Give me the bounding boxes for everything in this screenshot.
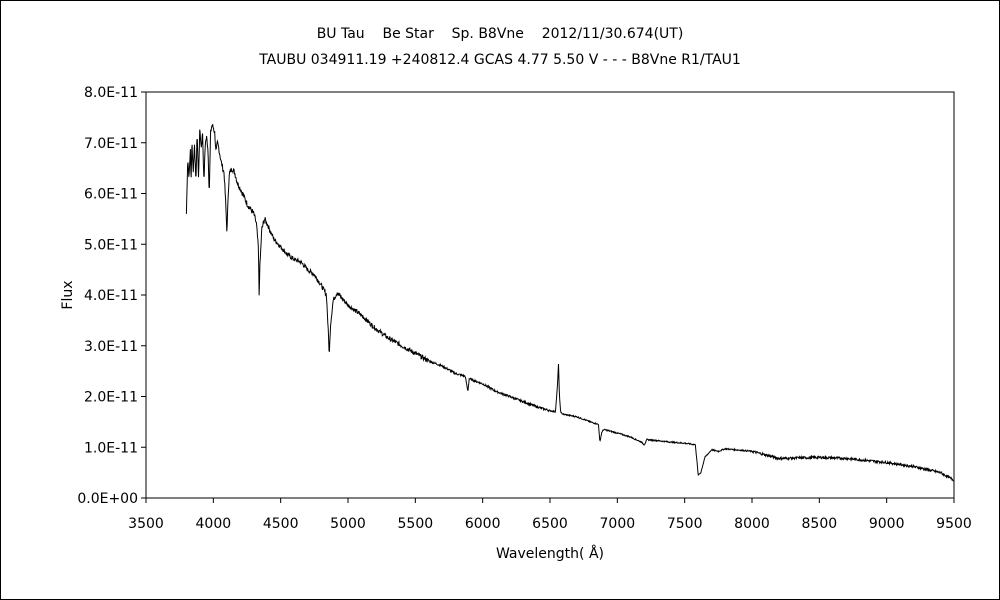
y-tick-label: 8.0E-11 xyxy=(84,85,138,101)
y-tick-label: 1.0E-11 xyxy=(84,440,138,456)
x-axis-label: Wavelength( Å) xyxy=(496,545,604,562)
x-tick-label: 8000 xyxy=(734,516,770,532)
x-tick-label: 5500 xyxy=(398,516,434,532)
y-axis-label: Flux xyxy=(60,280,76,309)
x-tick-label: 7500 xyxy=(667,516,703,532)
plot-area xyxy=(145,91,955,499)
x-tick-label: 4000 xyxy=(196,516,232,532)
x-tick-label: 6500 xyxy=(532,516,568,532)
y-tick-label: 3.0E-11 xyxy=(84,339,138,355)
x-tick-label: 3500 xyxy=(128,516,164,532)
y-tick-label: 2.0E-11 xyxy=(84,390,138,406)
x-tick-label: 7000 xyxy=(600,516,636,532)
x-tick-label: 9500 xyxy=(936,516,972,532)
flux-series-line xyxy=(185,124,955,482)
y-axis: 0.0E+00 1.0E-11 2.0E-11 3.0E-11 4.0E-11 5.0E-… xyxy=(77,85,146,507)
x-tick-label: 6000 xyxy=(465,516,501,532)
x-axis: 3500 4000 4500 5000 5500 6000 6500 7000 7500 8000… xyxy=(128,498,972,532)
x-tick-label: 8500 xyxy=(802,516,838,532)
x-tick-label: 4500 xyxy=(263,516,299,532)
chart-subtitle: TAUBU 034911.19 +240812.4 GCAS 4.77 5.50… xyxy=(259,52,741,68)
x-tick-label: 5000 xyxy=(330,516,366,532)
y-tick-label: 5.0E-11 xyxy=(84,237,138,253)
y-tick-label: 0.0E+00 xyxy=(77,491,138,507)
y-tick-label: 6.0E-11 xyxy=(84,187,138,203)
x-tick-label: 9000 xyxy=(869,516,905,532)
chart-title: BU Tau Be Star Sp. B8Vne 2012/11/30.674(… xyxy=(316,26,684,42)
y-tick-label: 7.0E-11 xyxy=(84,136,138,152)
y-tick-label: 4.0E-11 xyxy=(84,288,138,304)
